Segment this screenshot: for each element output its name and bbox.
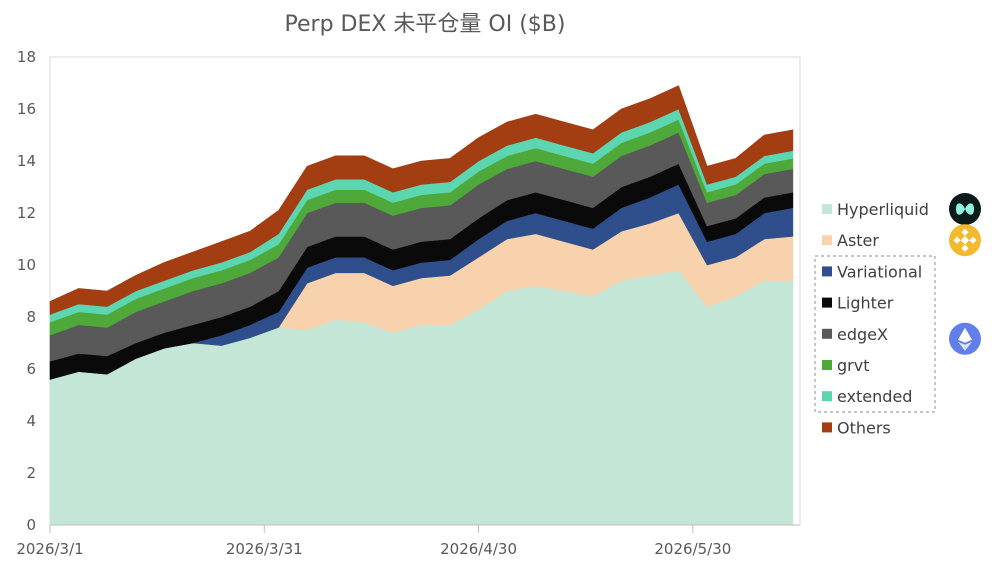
y-tick-label: 12 <box>17 204 36 222</box>
legend-label-hyperliquid: Hyperliquid <box>837 200 929 219</box>
y-tick-label: 6 <box>26 360 36 378</box>
legend-label-extended: extended <box>837 387 912 406</box>
legend-swatch-grvt <box>822 360 832 370</box>
x-tick-label: 2026/5/30 <box>654 540 731 558</box>
ethereum-logo-icon <box>949 322 981 355</box>
x-axis: 2026/3/1 2026/3/31 2026/4/30 2026/5/30 <box>16 525 731 558</box>
binance-logo-icon <box>949 224 981 257</box>
y-tick-label: 4 <box>26 412 36 430</box>
legend-label-grvt: grvt <box>837 356 869 375</box>
x-tick-label: 2026/4/30 <box>440 540 517 558</box>
legend-swatch-extended <box>822 391 832 402</box>
legend-swatch-lighter <box>822 297 832 308</box>
y-tick-label: 2 <box>26 464 36 482</box>
y-tick-label: 16 <box>17 100 36 118</box>
y-tick-label: 0 <box>26 516 36 534</box>
legend-label-aster: Aster <box>837 231 879 250</box>
legend-label-others: Others <box>837 418 891 437</box>
area-series-group <box>49 85 794 526</box>
legend-swatch-aster <box>822 235 832 246</box>
chart-title: Perp DEX 未平仓量 OI ($B) <box>285 12 566 37</box>
legend-swatch-edgex <box>822 328 832 339</box>
y-tick-label: 18 <box>17 48 36 66</box>
y-tick-label: 10 <box>17 256 36 274</box>
y-tick-label: 14 <box>17 152 36 170</box>
legend-swatch-others <box>822 422 832 433</box>
hyperliquid-logo-icon <box>949 193 981 225</box>
legend-label-variational: Variational <box>837 262 922 281</box>
legend-swatch-hyperliquid <box>822 204 832 214</box>
legend-label-edgex: edgeX <box>837 325 888 344</box>
y-axis: 0 2 4 6 8 10 12 14 16 18 <box>17 48 36 534</box>
legend: Hyperliquid Aster Variational Lighter edgeX g… <box>822 200 929 437</box>
area-others <box>49 85 794 315</box>
x-tick-label: 2026/3/31 <box>226 540 303 558</box>
x-tick-label: 2026/3/1 <box>16 540 83 558</box>
legend-label-lighter: Lighter <box>837 294 894 313</box>
legend-swatch-variational <box>822 266 832 277</box>
y-tick-label: 8 <box>26 308 36 326</box>
legend-icons <box>949 193 981 355</box>
legend-group-box <box>814 255 936 413</box>
